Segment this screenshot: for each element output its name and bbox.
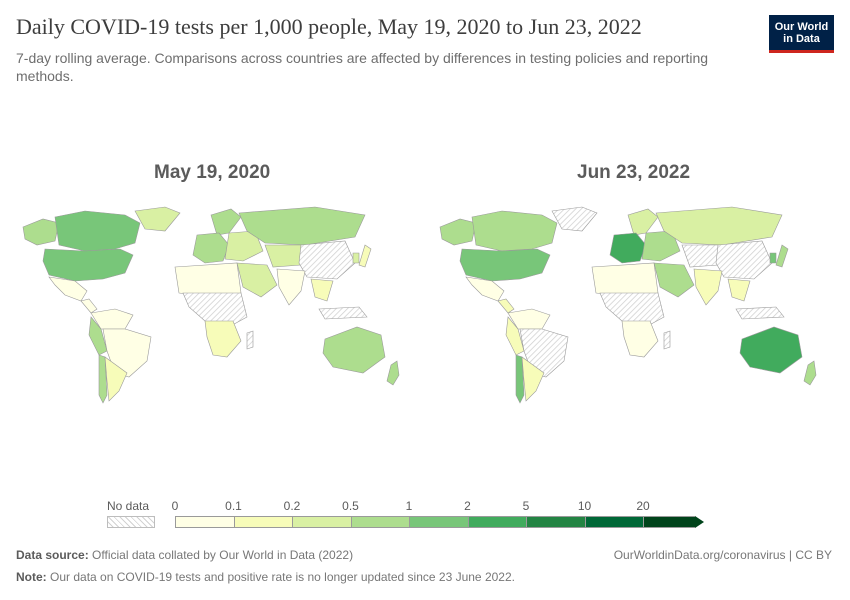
country-madagascar[interactable] xyxy=(246,330,254,350)
country-australia[interactable] xyxy=(322,326,386,374)
country-new-zealand[interactable] xyxy=(386,360,400,386)
legend-tick-label: 0 xyxy=(171,499,179,513)
country-alaska[interactable] xyxy=(439,218,477,246)
legend-tick-label: 20 xyxy=(636,499,650,513)
legend-bin-6 xyxy=(526,516,585,528)
legend-bin-3 xyxy=(350,516,409,528)
logo-line-1: Our World xyxy=(774,21,829,33)
country-chile[interactable] xyxy=(98,354,108,404)
country-central-america[interactable] xyxy=(80,298,98,314)
legend-bin-1 xyxy=(233,516,292,528)
country-southern-africa[interactable] xyxy=(621,320,659,358)
country-argentina[interactable] xyxy=(521,356,545,402)
source-text: Official data collated by Our World in D… xyxy=(92,548,354,562)
country-south-america-north[interactable] xyxy=(90,308,134,330)
legend-bin-5 xyxy=(467,516,526,528)
country-europe-west[interactable] xyxy=(192,232,230,264)
country-indonesia[interactable] xyxy=(735,306,785,320)
footer-note: Note: Our data on COVID-19 tests and pos… xyxy=(16,570,515,584)
country-north-america[interactable] xyxy=(54,210,141,252)
country-new-zealand[interactable] xyxy=(803,360,817,386)
country-southeast-asia[interactable] xyxy=(727,278,751,302)
legend-tick-label: 0.5 xyxy=(342,499,359,513)
chart-subtitle: 7-day rolling average. Comparisons acros… xyxy=(16,50,709,84)
logo-line-2: in Data xyxy=(783,33,820,45)
legend-tick-label: 0.2 xyxy=(283,499,301,513)
country-madagascar[interactable] xyxy=(663,330,671,350)
legend-bin-7 xyxy=(584,516,643,528)
legend-tick-label: 2 xyxy=(464,499,471,513)
country-north-africa[interactable] xyxy=(174,262,242,298)
country-south-america-north[interactable] xyxy=(507,308,551,330)
color-legend: No data 0 0.1 0.2 0.5 1 2 5 10 20 xyxy=(105,495,715,535)
country-chile[interactable] xyxy=(515,354,525,404)
country-central-asia[interactable] xyxy=(681,244,723,268)
country-greenland[interactable] xyxy=(134,206,181,232)
country-usa[interactable] xyxy=(459,248,551,282)
footer-url-link[interactable]: OurWorldinData.org/coronavirus | CC BY xyxy=(613,548,832,562)
legend-bin-2 xyxy=(292,516,351,528)
country-middle-east[interactable] xyxy=(653,262,695,298)
footer-source: Data source: Official data collated by O… xyxy=(16,548,353,562)
country-southern-africa[interactable] xyxy=(204,320,242,358)
country-usa[interactable] xyxy=(42,248,134,282)
legend-tick-label: 0.1 xyxy=(225,499,242,513)
country-north-america[interactable] xyxy=(471,210,558,252)
note-label: Note: xyxy=(16,570,47,584)
country-australia[interactable] xyxy=(739,326,803,374)
world-map-2020[interactable] xyxy=(15,205,420,405)
legend-bins xyxy=(175,516,704,528)
country-central-asia[interactable] xyxy=(264,244,306,268)
country-japan[interactable] xyxy=(358,244,372,268)
country-argentina[interactable] xyxy=(104,356,128,402)
world-map-2022[interactable] xyxy=(432,205,837,405)
country-peru[interactable] xyxy=(88,316,108,356)
map-title-2022: Jun 23, 2022 xyxy=(577,162,691,183)
note-text: Our data on COVID-19 tests and positive … xyxy=(50,570,515,584)
country-india[interactable] xyxy=(693,268,723,306)
country-russia[interactable] xyxy=(655,206,783,246)
legend-bin-0 xyxy=(175,516,234,528)
country-indonesia[interactable] xyxy=(318,306,368,320)
country-middle-east[interactable] xyxy=(236,262,278,298)
country-korea[interactable] xyxy=(769,252,777,264)
country-scandinavia[interactable] xyxy=(627,208,659,236)
source-label: Data source: xyxy=(16,548,89,562)
legend-bin-8 xyxy=(643,516,695,528)
legend-nodata-label: No data xyxy=(107,499,150,513)
country-korea[interactable] xyxy=(352,252,360,264)
legend-tick-label: 1 xyxy=(405,499,413,513)
legend-nodata-swatch xyxy=(107,516,155,528)
country-china[interactable] xyxy=(715,240,773,280)
legend-tick-label: 10 xyxy=(577,499,592,513)
country-central-america[interactable] xyxy=(497,298,515,314)
legend-bin-4 xyxy=(409,516,468,528)
owid-logo[interactable]: Our World in Data xyxy=(769,15,834,53)
country-north-africa[interactable] xyxy=(591,262,659,298)
legend-tick-label: 5 xyxy=(522,499,530,513)
country-alaska[interactable] xyxy=(22,218,60,246)
country-india[interactable] xyxy=(276,268,306,306)
country-europe-west[interactable] xyxy=(609,232,647,264)
country-russia[interactable] xyxy=(238,206,366,246)
country-scandinavia[interactable] xyxy=(210,208,242,236)
country-peru[interactable] xyxy=(505,316,525,356)
country-china[interactable] xyxy=(298,240,356,280)
chart-title: Daily COVID-19 tests per 1,000 people, M… xyxy=(16,14,642,39)
map-title-2020: May 19, 2020 xyxy=(154,162,271,183)
country-japan[interactable] xyxy=(775,244,789,268)
country-southeast-asia[interactable] xyxy=(310,278,334,302)
country-greenland[interactable] xyxy=(551,206,598,232)
legend-arrow xyxy=(695,516,704,528)
